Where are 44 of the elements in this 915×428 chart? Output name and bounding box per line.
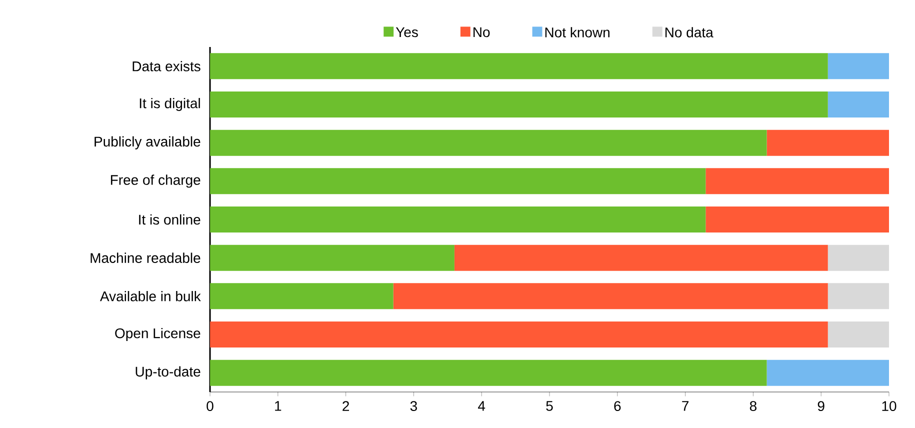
bar <box>454 244 828 271</box>
bar <box>210 130 767 156</box>
bar <box>393 283 828 310</box>
x-tick-label: 4 <box>478 401 486 411</box>
bar <box>210 244 454 271</box>
x-tick-label: 10 <box>882 401 896 412</box>
legend-label: Yes <box>396 27 418 38</box>
y-tick-label: Machine readable <box>90 252 200 263</box>
y-tick-label: Available in bulk <box>100 291 201 302</box>
bar <box>210 206 706 232</box>
bar <box>766 130 889 156</box>
legend-label: Not known <box>545 27 610 38</box>
bar <box>766 360 889 386</box>
y-tick-label: Publicly available <box>94 136 200 150</box>
bar <box>210 53 828 80</box>
y-tick-label: Open License <box>115 328 200 342</box>
x-tick-label: 9 <box>818 401 824 412</box>
bar <box>828 92 889 118</box>
bar <box>706 206 889 232</box>
y-tick-label: Data exists <box>132 61 200 72</box>
y-tick-label: It is online <box>139 214 200 225</box>
bar <box>210 168 706 194</box>
bar <box>828 283 889 310</box>
x-tick-label: 7 <box>682 401 688 411</box>
x-tick-label: 0 <box>206 401 214 412</box>
bar <box>828 53 889 80</box>
legend-label: No <box>474 27 490 38</box>
x-tick-label: 1 <box>275 401 282 411</box>
x-tick-label: 8 <box>750 401 756 412</box>
bar <box>210 360 767 386</box>
y-tick-label: Up-to-date <box>136 366 200 380</box>
bar <box>706 168 889 194</box>
bar <box>210 283 394 310</box>
x-tick-label: 5 <box>546 401 553 411</box>
y-tick-label: Free of charge <box>110 174 200 188</box>
y-tick-label: It is digital <box>140 98 200 112</box>
x-tick-label: 6 <box>614 401 621 412</box>
bar <box>828 244 889 271</box>
x-tick-label: 2 <box>342 401 350 411</box>
bar <box>210 321 828 348</box>
bar <box>210 92 828 118</box>
legend-label: No data <box>665 27 714 38</box>
bar <box>828 321 889 348</box>
x-tick-label: 3 <box>410 401 417 412</box>
